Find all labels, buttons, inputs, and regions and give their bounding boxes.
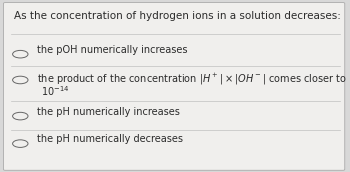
Text: the product of the concentration $|H^+|\times|OH^-|$ comes closer to 1 X: the product of the concentration $|H^+|\…	[37, 72, 350, 87]
Text: the pH numerically increases: the pH numerically increases	[37, 107, 180, 117]
Text: As the concentration of hydrogen ions in a solution decreases:: As the concentration of hydrogen ions in…	[14, 11, 341, 21]
Text: $10^{-14}$: $10^{-14}$	[41, 84, 70, 98]
Text: the pOH numerically increases: the pOH numerically increases	[37, 45, 187, 55]
Text: the pH numerically decreases: the pH numerically decreases	[37, 134, 183, 144]
FancyBboxPatch shape	[4, 3, 345, 170]
